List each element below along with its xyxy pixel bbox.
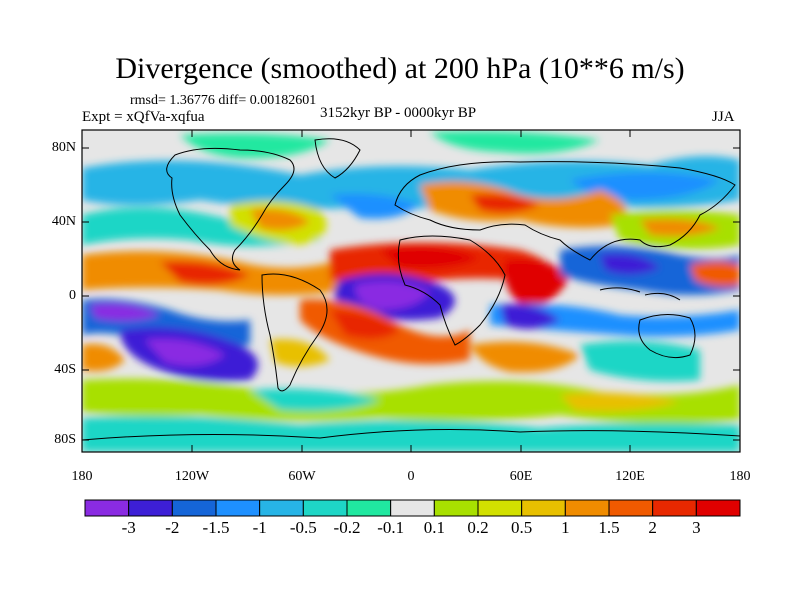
field-blob [82,156,740,209]
colorbar-tick-label: 0.2 [467,518,489,537]
colorbar-swatch [84,499,130,517]
colorbar-tick-label: 0.5 [511,518,533,537]
field-blob [560,392,680,412]
period-label: 3152kyr BP - 0000kyr BP [320,105,477,121]
lon-label-120e: 120E [615,469,645,484]
lon-label-60w: 60W [288,469,316,484]
colorbar-swatch [128,499,173,517]
lat-label-40n: 40N [51,214,76,229]
lon-label-0: 0 [407,469,415,484]
stats-text: rmsd= 1.36776 diff= 0.00182601 [130,93,317,108]
colorbar-tick-label: 0.1 [423,518,445,537]
field-blob [490,303,740,337]
coast-eurasia [394,161,736,261]
coast-north-america [166,147,295,271]
field-blob [160,261,250,285]
colorbar-tick-label: -0.2 [333,518,361,537]
colorbar-swatch [215,499,261,517]
plot-title: Divergence (smoothed) at 200 hPa (10**6 … [115,52,685,85]
lat-label-0: 0 [69,288,76,303]
colorbar-swatch [390,499,435,517]
colorbar-swatch [564,499,610,517]
field-blob [180,133,330,159]
colorbar-tick-label: -0.5 [289,518,317,537]
colorbar-swatch [259,499,304,517]
colorbar-tick-label: -0.1 [377,518,405,537]
divergence-field [82,130,740,452]
field-blob [82,416,740,452]
colorbar-swatch [652,499,697,517]
colorbar-tick-label: -3 [121,518,136,537]
colorbar-swatch [608,499,654,517]
axis-ticks [82,130,740,452]
colorbar-swatch [433,499,479,517]
field-blob [250,208,310,231]
coast-africa [397,235,506,346]
colorbar [84,499,741,517]
season-label: JJA [712,109,735,125]
colorbar-tick-label: 1.5 [598,518,620,537]
field-blob [690,261,740,287]
field-blob [580,341,700,382]
colorbar-tick-label: -2 [165,518,180,537]
field-blob [145,339,225,366]
lon-label-180e: 180 [729,469,751,484]
lon-label-180w: 180 [71,469,93,484]
field-blob [430,131,600,154]
colorbar-swatch [695,499,741,517]
field-blob [470,193,540,214]
field-blob [330,193,420,219]
experiment-label: Expt = xQfVa-xqfua [82,109,205,125]
colorbar-tick-label: 1 [561,518,570,537]
coast-greenland [314,138,361,179]
field-blob [355,281,430,310]
field-blob [90,303,160,321]
field-blob [82,378,740,424]
colorbar-tick-label: 2 [648,518,657,537]
colorbar-swatch [346,499,392,517]
field-blob [640,218,720,237]
lon-label-60e: 60E [509,469,533,484]
lat-label-80n: 80N [51,140,76,155]
colorbar-swatch [302,499,348,517]
field-blob [270,339,330,367]
field-blob [600,253,660,275]
colorbar-tick-label: -1 [252,518,267,537]
coastlines [82,138,740,441]
coast-antarctica [82,429,740,441]
colorbar-swatch [171,499,217,517]
lat-label-80s: 80S [54,432,76,447]
field-blob [250,388,380,412]
lon-label-120w: 120W [174,469,210,484]
field-blob [500,304,560,329]
field-blob [380,246,480,269]
coast-australia [638,314,696,359]
field-blob [82,344,125,372]
coast-indonesia [599,287,681,301]
field-blob [504,259,570,310]
colorbar-swatch [521,499,566,517]
colorbar-tick-label: 3 [692,518,701,537]
coast-south-america [261,273,328,392]
field-blob [470,341,580,373]
lat-label-40s: 40S [54,362,76,377]
colorbar-tick-label: -1.5 [202,518,230,537]
colorbar-swatch [477,499,523,517]
field-blob [330,309,400,339]
